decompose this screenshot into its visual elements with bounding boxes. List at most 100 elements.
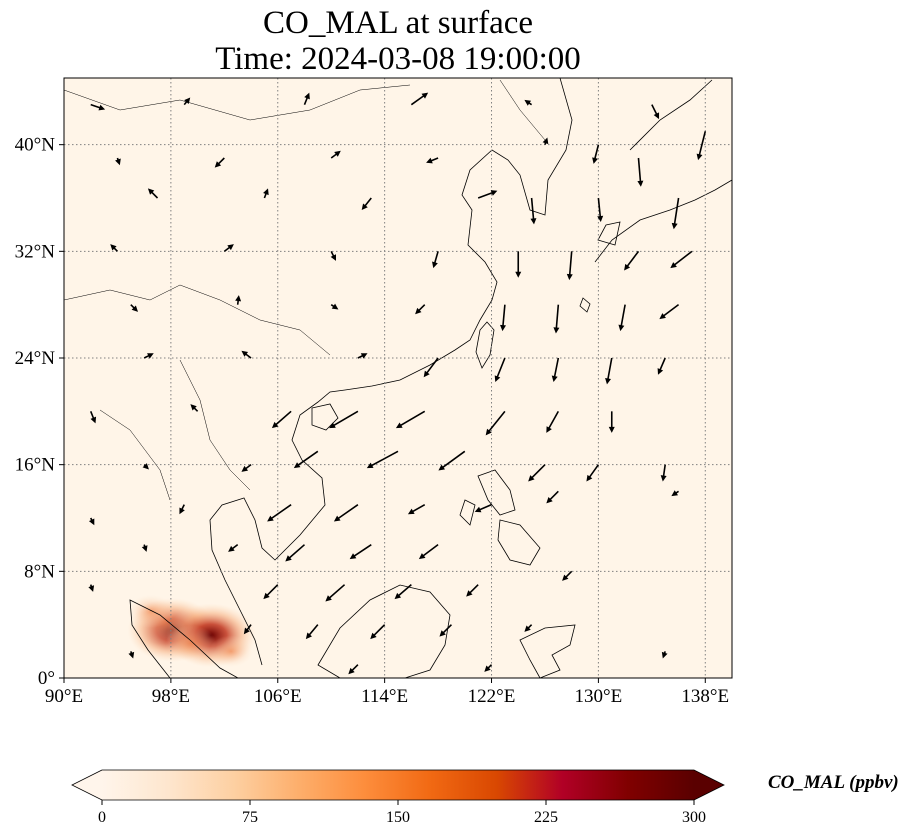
map-gridlines	[64, 78, 732, 678]
wind-arrow	[241, 350, 252, 359]
wind-arrow	[418, 544, 439, 560]
wind-arrow	[524, 99, 533, 106]
wind-arrow	[592, 144, 600, 164]
longitude-tick-label: 122°E	[468, 686, 516, 707]
latitude-tick-label: 24°N	[15, 348, 56, 369]
wind-arrow	[330, 150, 341, 159]
wind-arrow	[330, 303, 339, 310]
wind-arrow	[524, 624, 533, 632]
longitude-tick-label: 130°E	[575, 686, 623, 707]
co-hotspot	[127, 594, 175, 628]
co-hotspot	[208, 635, 254, 668]
colorbar-gradient	[102, 770, 694, 800]
wind-arrow	[546, 490, 559, 504]
wind-arrow	[415, 304, 426, 315]
wind-arrow	[477, 190, 498, 199]
latitude-tick-label: 0°	[38, 668, 55, 689]
map-frame	[63, 77, 733, 679]
wind-arrow	[410, 92, 429, 106]
map-title: CO_MAL at surface	[262, 5, 534, 41]
colorbar-tick-label: 300	[682, 809, 706, 826]
wind-arrow	[88, 584, 95, 592]
wind-arrow	[293, 450, 319, 469]
wind-arrow	[494, 357, 506, 382]
colorbar-min-extension	[72, 770, 102, 800]
wind-arrow	[605, 357, 613, 385]
wind-arrow	[670, 250, 693, 269]
longitude-tick-label: 114°E	[361, 686, 408, 707]
wind-arrow	[190, 404, 199, 412]
wind-arrow	[553, 304, 560, 334]
wind-arrow	[285, 544, 306, 562]
latitude-axis: 0° 8°N 16°N 24°N 32°N 40°N	[15, 135, 64, 689]
longitude-tick-label: 106°E	[254, 686, 302, 707]
wind-arrow	[143, 353, 154, 359]
wind-arrow	[235, 295, 242, 305]
colorbar-max-extension	[694, 770, 724, 800]
wind-arrow	[500, 304, 507, 332]
wind-arrow	[333, 504, 359, 522]
wind-arrow	[223, 244, 234, 252]
wind-arrow	[432, 251, 439, 269]
colorbar-label: CO_MAL (ppbv)	[768, 772, 899, 793]
wind-arrow	[366, 450, 399, 469]
wind-arrow	[330, 250, 336, 261]
wind-arrow	[696, 131, 707, 161]
wind-arrow	[89, 411, 97, 424]
longitude-tick-label: 98°E	[152, 686, 190, 707]
wind-arrow	[528, 464, 546, 482]
wind-arrow	[110, 244, 119, 252]
wind-vectors	[88, 92, 707, 675]
wind-arrow	[551, 357, 560, 382]
wind-arrow	[147, 188, 159, 199]
wind-arrow	[484, 664, 493, 672]
wind-arrow	[546, 410, 560, 433]
wind-arrow	[325, 584, 346, 602]
wind-arrow	[357, 353, 368, 359]
wind-arrow	[671, 490, 680, 497]
wind-arrow	[515, 251, 522, 278]
wind-arrow	[637, 157, 644, 187]
wind-arrow	[542, 137, 549, 145]
wind-arrow	[562, 570, 573, 581]
wind-arrow	[228, 544, 239, 552]
wind-arrow	[263, 584, 279, 600]
wind-arrow	[263, 188, 269, 199]
colorbar-tick-label: 225	[534, 809, 558, 826]
longitude-tick-label: 90°E	[45, 686, 83, 707]
wind-arrow	[90, 103, 106, 111]
coastlines	[64, 78, 732, 678]
wind-arrow	[439, 624, 453, 637]
wind-arrow	[348, 664, 359, 675]
wind-arrow	[423, 357, 439, 378]
wind-arrow	[566, 251, 573, 281]
latitude-tick-label: 40°N	[15, 135, 56, 156]
wind-arrow	[597, 197, 604, 222]
wind-arrow	[474, 503, 492, 513]
wind-arrow	[407, 503, 426, 515]
wind-arrow	[130, 304, 138, 312]
wind-arrow	[179, 504, 185, 515]
wind-arrow	[426, 157, 439, 164]
latitude-tick-label: 16°N	[15, 455, 56, 476]
wind-arrow	[361, 197, 372, 210]
colorbar: 0 75 150 225 300 CO_MAL (ppbv)	[71, 769, 899, 826]
wind-arrow	[485, 410, 506, 436]
wind-arrow	[394, 584, 412, 600]
wind-arrow	[657, 357, 666, 375]
wind-arrow	[88, 517, 95, 526]
wind-arrow	[267, 504, 292, 522]
wind-arrow	[329, 410, 359, 429]
wind-arrow	[530, 197, 537, 225]
wind-arrow	[466, 584, 479, 597]
wind-arrow	[214, 157, 225, 168]
colorbar-tick-label: 150	[386, 809, 410, 826]
wind-arrow	[661, 651, 668, 659]
wind-arrow	[349, 544, 372, 560]
map-time-subtitle: Time: 2024-03-08 19:00:00	[215, 41, 581, 77]
wind-arrow	[659, 304, 680, 320]
colorbar-tick-label: 0	[98, 809, 106, 826]
wind-arrow	[303, 92, 310, 105]
wind-arrow	[243, 624, 252, 635]
